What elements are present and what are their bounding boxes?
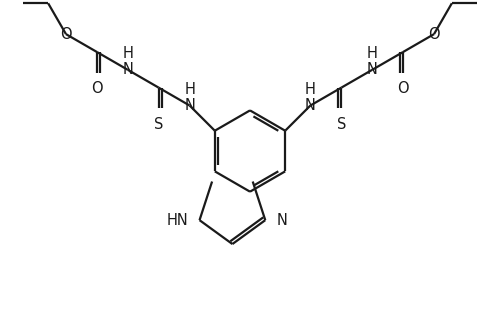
Text: N: N bbox=[367, 62, 378, 77]
Text: N: N bbox=[305, 98, 316, 113]
Text: H: H bbox=[305, 82, 316, 97]
Text: S: S bbox=[154, 117, 164, 132]
Text: H: H bbox=[122, 46, 133, 61]
Text: N: N bbox=[184, 98, 195, 113]
Text: O: O bbox=[398, 81, 409, 96]
Text: O: O bbox=[428, 27, 440, 42]
Text: N: N bbox=[122, 62, 133, 77]
Text: HN: HN bbox=[167, 213, 188, 228]
Text: O: O bbox=[91, 81, 102, 96]
Text: O: O bbox=[60, 27, 72, 42]
Text: N: N bbox=[276, 213, 287, 228]
Text: H: H bbox=[184, 82, 195, 97]
Text: H: H bbox=[367, 46, 378, 61]
Text: S: S bbox=[336, 117, 346, 132]
